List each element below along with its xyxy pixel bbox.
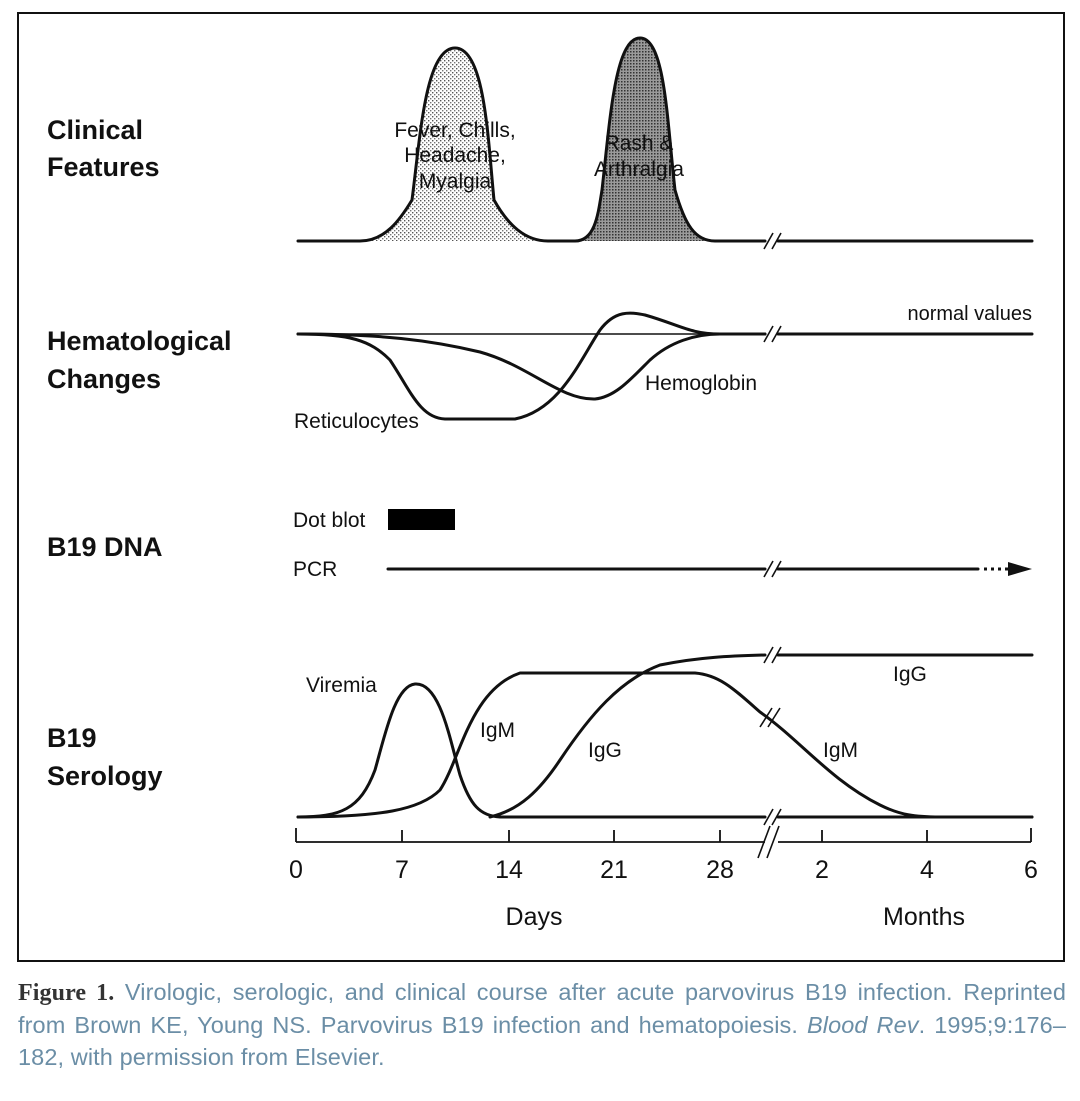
igm-early-label: IgM [480,719,515,742]
tick-label-day-0: 0 [289,856,303,884]
caption-text: Virologic, serologic, and clinical cours… [18,979,1066,1038]
axis-ticks [295,828,1032,842]
time-axis: 0 7 14 21 28 2 4 6 Days Months [289,825,1038,931]
pcr-arrowhead [1008,562,1032,576]
serology-panel: Viremia IgM IgG IgG IgM [296,646,1034,826]
igg-early-label: IgG [588,739,622,762]
dot-blot-label: Dot blot [293,509,366,532]
serology-mid-break [759,707,781,728]
rash-peak-fill [575,38,715,241]
tick-label-day-28: 28 [706,856,734,884]
dna-axis-break [763,560,782,578]
row-label-serology-line2: Serology [47,761,163,791]
fever-label-line2: Headache, [404,144,506,167]
tick-label-day-7: 7 [395,856,409,884]
fever-peak-fill [360,48,548,241]
caption-citation: . 1995;9:176–182, with permission from E… [18,1012,1066,1070]
dot-blot-bar [388,509,455,530]
igm-curve [296,671,1034,819]
tick-label-day-14: 14 [495,856,523,884]
row-label-dna: B19 DNA [47,532,163,562]
viremia-label: Viremia [306,674,377,697]
tick-label-day-21: 21 [600,856,628,884]
fever-label-line1: Fever, Chills, [394,119,515,142]
axis-label-days: Days [506,903,563,931]
serology-bottom-break [763,808,782,826]
pcr-label: PCR [293,558,337,581]
hemoglobin-label: Hemoglobin [645,372,757,395]
dna-panel: Dot blot PCR [293,509,1032,581]
reticulocytes-label: Reticulocytes [294,410,419,433]
reticulocytes-curve [296,311,767,421]
hemoglobin-curve [296,332,767,401]
rash-label-line2: Arthralgia [594,158,684,181]
caption-figure-number: Figure 1. [18,980,115,1006]
normal-values-label: normal values [907,303,1032,325]
fever-label-line3: Myalgia [419,170,492,193]
tick-label-month-4: 4 [920,856,934,884]
igg-curve [488,653,767,819]
clinical-features-panel: Fever, Chills, Headache, Myalgia Rash & … [296,36,1034,250]
row-label-hematological-line1: Hematological [47,326,232,356]
row-label-clinical-line2: Features [47,152,160,182]
serology-top-break [763,646,782,664]
clinical-axis-break [763,232,782,250]
tick-label-month-6: 6 [1024,856,1038,884]
axis-break [757,825,780,859]
igm-late-label: IgM [823,739,858,762]
row-label-clinical-line1: Clinical [47,115,143,145]
figure-caption: Figure 1. Virologic, serologic, and clin… [18,976,1066,1073]
caption-journal: Blood Rev [807,1012,919,1038]
clinical-baseline-curve [296,36,767,243]
tick-label-month-2: 2 [815,856,829,884]
igg-late-label: IgG [893,663,927,686]
axis-label-months: Months [883,903,965,931]
rash-label-line1: Rash & [605,132,674,155]
figure-frame [17,12,1065,962]
hematological-axis-break [763,325,782,343]
row-label-serology-line1: B19 [47,723,97,753]
hematological-panel: normal values Reticulocytes Hemoglobin [294,303,1034,433]
viremia-curve [296,682,767,819]
row-label-hematological-line2: Changes [47,364,161,394]
